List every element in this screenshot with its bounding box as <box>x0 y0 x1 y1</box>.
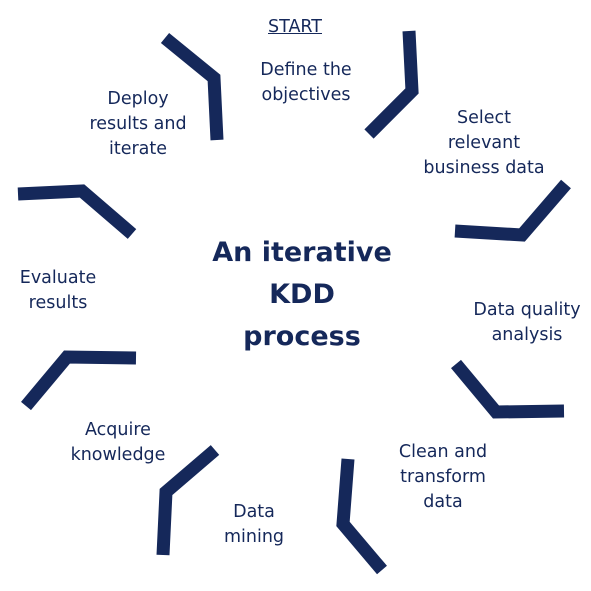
center-title-line: KDD <box>269 279 335 310</box>
center-title: An iterative KDD process <box>212 232 392 358</box>
step-text-line: Data <box>233 502 275 522</box>
step-text-line: business data <box>423 158 545 178</box>
step-text-line: results and <box>89 114 187 134</box>
step-data-quality-analysis: Data quality analysis <box>473 298 580 348</box>
step-select-business-data: Select relevant business data <box>423 106 544 181</box>
step-text-line: transform <box>400 467 486 487</box>
step-text-line: results <box>28 293 88 313</box>
cycle-arrow-2 <box>454 179 571 242</box>
step-text-line: Define the <box>260 60 352 80</box>
step-text-line: data <box>423 492 463 512</box>
step-deploy-results-iterate: Deploy results and iterate <box>89 87 186 162</box>
cycle-arrow-8 <box>160 32 224 141</box>
step-text-line: Clean and <box>398 442 488 462</box>
cycle-arrow-3 <box>451 359 565 419</box>
step-text-line: Data quality <box>473 300 581 320</box>
step-acquire-knowledge: Acquire knowledge <box>71 418 166 468</box>
step-text-line: knowledge <box>70 445 166 465</box>
step-text-line: objectives <box>261 85 351 105</box>
cycle-arrow-1 <box>364 30 419 139</box>
cycle-arrow-7 <box>17 184 137 239</box>
center-title-line: An iterative <box>212 237 392 268</box>
cycle-arrow-4 <box>336 458 387 575</box>
step-data-mining: Data mining <box>224 500 284 550</box>
cycle-arrow-6 <box>21 350 137 411</box>
cycle-arrow-5 <box>156 445 220 556</box>
step-evaluate-results: Evaluate results <box>20 266 96 316</box>
step-text-line: Select <box>456 108 511 128</box>
step-text-line: iterate <box>108 139 168 159</box>
step-text-line: Evaluate <box>19 268 97 288</box>
center-title-line: process <box>243 321 361 352</box>
step-clean-transform-data: Clean and transform data <box>399 440 487 515</box>
step-text-line: relevant <box>447 133 521 153</box>
start-label: START <box>268 17 322 37</box>
step-text-line: analysis <box>491 325 563 345</box>
step-text-line: mining <box>223 527 285 547</box>
step-define-objectives: Define the objectives <box>260 58 351 108</box>
step-text-line: Acquire <box>85 420 151 440</box>
step-text-line: Deploy <box>107 89 169 109</box>
